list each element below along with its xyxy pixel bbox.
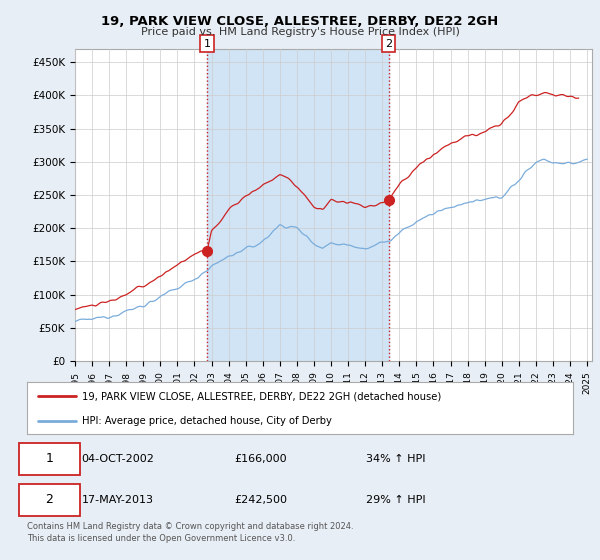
- Text: £166,000: £166,000: [235, 454, 287, 464]
- Text: 17-MAY-2013: 17-MAY-2013: [82, 495, 154, 505]
- Text: 2: 2: [46, 493, 53, 506]
- Text: 34% ↑ HPI: 34% ↑ HPI: [365, 454, 425, 464]
- Text: 1: 1: [204, 39, 211, 49]
- FancyBboxPatch shape: [19, 484, 80, 516]
- Bar: [207, 49, 389, 361]
- Text: 19, PARK VIEW CLOSE, ALLESTREE, DERBY, DE22 2GH (detached house): 19, PARK VIEW CLOSE, ALLESTREE, DERBY, D…: [82, 391, 441, 402]
- Text: Price paid vs. HM Land Registry's House Price Index (HPI): Price paid vs. HM Land Registry's House …: [140, 27, 460, 37]
- Text: 19, PARK VIEW CLOSE, ALLESTREE, DERBY, DE22 2GH: 19, PARK VIEW CLOSE, ALLESTREE, DERBY, D…: [101, 15, 499, 28]
- Text: 29% ↑ HPI: 29% ↑ HPI: [365, 495, 425, 505]
- Text: 1: 1: [46, 452, 53, 465]
- Text: 2: 2: [385, 39, 392, 49]
- Text: HPI: Average price, detached house, City of Derby: HPI: Average price, detached house, City…: [82, 416, 331, 426]
- Text: Contains HM Land Registry data © Crown copyright and database right 2024.
This d: Contains HM Land Registry data © Crown c…: [27, 522, 353, 543]
- Text: 04-OCT-2002: 04-OCT-2002: [82, 454, 154, 464]
- Text: £242,500: £242,500: [235, 495, 287, 505]
- FancyBboxPatch shape: [19, 443, 80, 475]
